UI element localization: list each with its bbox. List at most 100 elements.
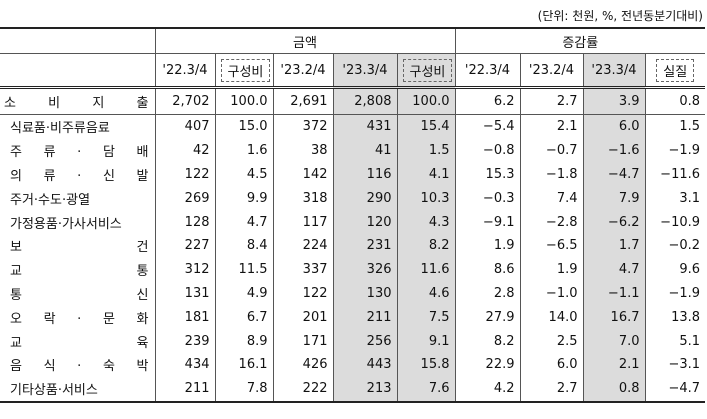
- cell: 117: [272, 210, 333, 234]
- row: 음 식 · 숙 박 434 16.1 426 443 15.8 22.9 6.0 2.1 −3.1: [0, 352, 706, 377]
- cell: 15.4: [396, 114, 455, 139]
- cell: −0.7: [519, 138, 583, 163]
- column-header-box: 구성비: [220, 58, 271, 82]
- row: 교 육 239 8.9 171 256 9.1 8.2 2.5 7.0 5.1: [0, 329, 706, 353]
- cell: −2.8: [519, 210, 583, 234]
- cell: 2.1: [582, 352, 645, 377]
- cell: −0.2: [644, 233, 706, 258]
- cell: −3.1: [644, 352, 706, 377]
- cell: 122: [272, 281, 333, 306]
- row-label: 의 류 · 신 발: [10, 168, 149, 184]
- row-label: 보 건: [10, 240, 149, 256]
- cell: 4.2: [454, 376, 520, 403]
- cell: 1.6: [214, 138, 273, 163]
- cell: 426: [272, 352, 333, 377]
- corner: [0, 27, 155, 54]
- row: 통 신 131 4.9 122 130 4.6 2.8 −1.0 −1.1 −1.9: [0, 281, 706, 306]
- cell: −1.6: [582, 138, 645, 163]
- cell: 15.3: [454, 162, 520, 187]
- cell: 1.9: [519, 257, 583, 282]
- cell: 318: [272, 186, 333, 211]
- cell: 9.1: [396, 329, 455, 353]
- row-label: 소 비 지 출: [0, 87, 155, 115]
- cell: 22.9: [454, 352, 520, 377]
- cell: 100.0: [214, 87, 273, 115]
- cell: 11.6: [396, 257, 455, 282]
- cell: 120: [332, 210, 397, 234]
- column-header: '23.3/4: [582, 53, 645, 89]
- cell: 131: [154, 281, 215, 306]
- cell: 222: [272, 376, 333, 403]
- cell: 15.8: [396, 352, 455, 377]
- cell: 227: [154, 233, 215, 258]
- row-label: 오 락 · 문 화: [10, 311, 149, 327]
- cell: 14.0: [519, 305, 583, 330]
- cell: 269: [154, 186, 215, 211]
- row: 교 통 312 11.5 337 326 11.6 8.6 1.9 4.7 9.6: [0, 257, 706, 282]
- cell: −5.4: [454, 114, 520, 139]
- cell: 231: [332, 233, 397, 258]
- cell: 213: [332, 376, 397, 403]
- row: 주 류 · 담 배 42 1.6 38 41 1.5 −0.8 −0.7 −1.6 −1.9: [0, 138, 706, 163]
- cell: 15.0: [214, 114, 273, 139]
- cell: 7.4: [519, 186, 583, 211]
- cell: 100.0: [396, 87, 455, 115]
- cell: 4.9: [214, 281, 273, 306]
- cell: 2.8: [454, 281, 520, 306]
- cell: 6.0: [519, 352, 583, 377]
- cell: 337: [272, 257, 333, 282]
- cell: 290: [332, 186, 397, 211]
- cell: 201: [272, 305, 333, 330]
- cell: 8.9: [214, 329, 273, 353]
- cell: 10.3: [396, 186, 455, 211]
- cell: 6.0: [582, 114, 645, 139]
- cell: 431: [332, 114, 397, 139]
- cell: 9.9: [214, 186, 273, 211]
- row: 식료품·비주류음료 407 15.0 372 431 15.4 −5.4 2.1 6.0 1.5: [0, 114, 706, 139]
- cell: 122: [154, 162, 215, 187]
- row-label: 주 류 · 담 배: [10, 145, 149, 161]
- cell: 239: [154, 329, 215, 353]
- cell: −4.7: [582, 162, 645, 187]
- column-header: '23.3/4: [332, 53, 397, 89]
- cell: 1.9: [454, 233, 520, 258]
- cell: 211: [154, 376, 215, 403]
- column-header: 구성비: [396, 53, 455, 89]
- cell: 2,808: [332, 87, 397, 115]
- cell: 443: [332, 352, 397, 377]
- cell: 142: [272, 162, 333, 187]
- cell: 6.7: [214, 305, 273, 330]
- cell: −4.7: [644, 376, 706, 403]
- row: 보 건 227 8.4 224 231 8.2 1.9 −6.5 1.7 −0.2: [0, 233, 706, 258]
- cell: 4.1: [396, 162, 455, 187]
- row: 가정용품·가사서비스 128 4.7 117 120 4.3 −9.1 −2.8 −6.2 −10…: [0, 210, 706, 234]
- cell: 42: [154, 138, 215, 163]
- cell: 130: [332, 281, 397, 306]
- cell: 38: [272, 138, 333, 163]
- cell: 5.1: [644, 329, 706, 353]
- row-label: 기타상품·서비스: [0, 376, 155, 403]
- column-header: '23.2/4: [272, 53, 333, 89]
- cell: 312: [154, 257, 215, 282]
- cell: 27.9: [454, 305, 520, 330]
- cell: 8.2: [396, 233, 455, 258]
- row-label: 가정용품·가사서비스: [10, 216, 122, 232]
- cell: 4.6: [396, 281, 455, 306]
- cell: 13.8: [644, 305, 706, 330]
- cell: 3.9: [582, 87, 645, 115]
- column-header: '22.3/4: [154, 53, 215, 89]
- row-label: 음 식 · 숙 박: [10, 359, 149, 375]
- cell: −6.5: [519, 233, 583, 258]
- cell: 326: [332, 257, 397, 282]
- cell: −0.8: [454, 138, 520, 163]
- cell: 2.5: [519, 329, 583, 353]
- column-header: 실질: [644, 53, 706, 89]
- cell: 181: [154, 305, 215, 330]
- cell: 7.0: [582, 329, 645, 353]
- row-label: 통 신: [10, 287, 149, 303]
- cell: 224: [272, 233, 333, 258]
- cell: −1.1: [582, 281, 645, 306]
- row-label: 교 통: [10, 264, 149, 280]
- cell: 8.2: [454, 329, 520, 353]
